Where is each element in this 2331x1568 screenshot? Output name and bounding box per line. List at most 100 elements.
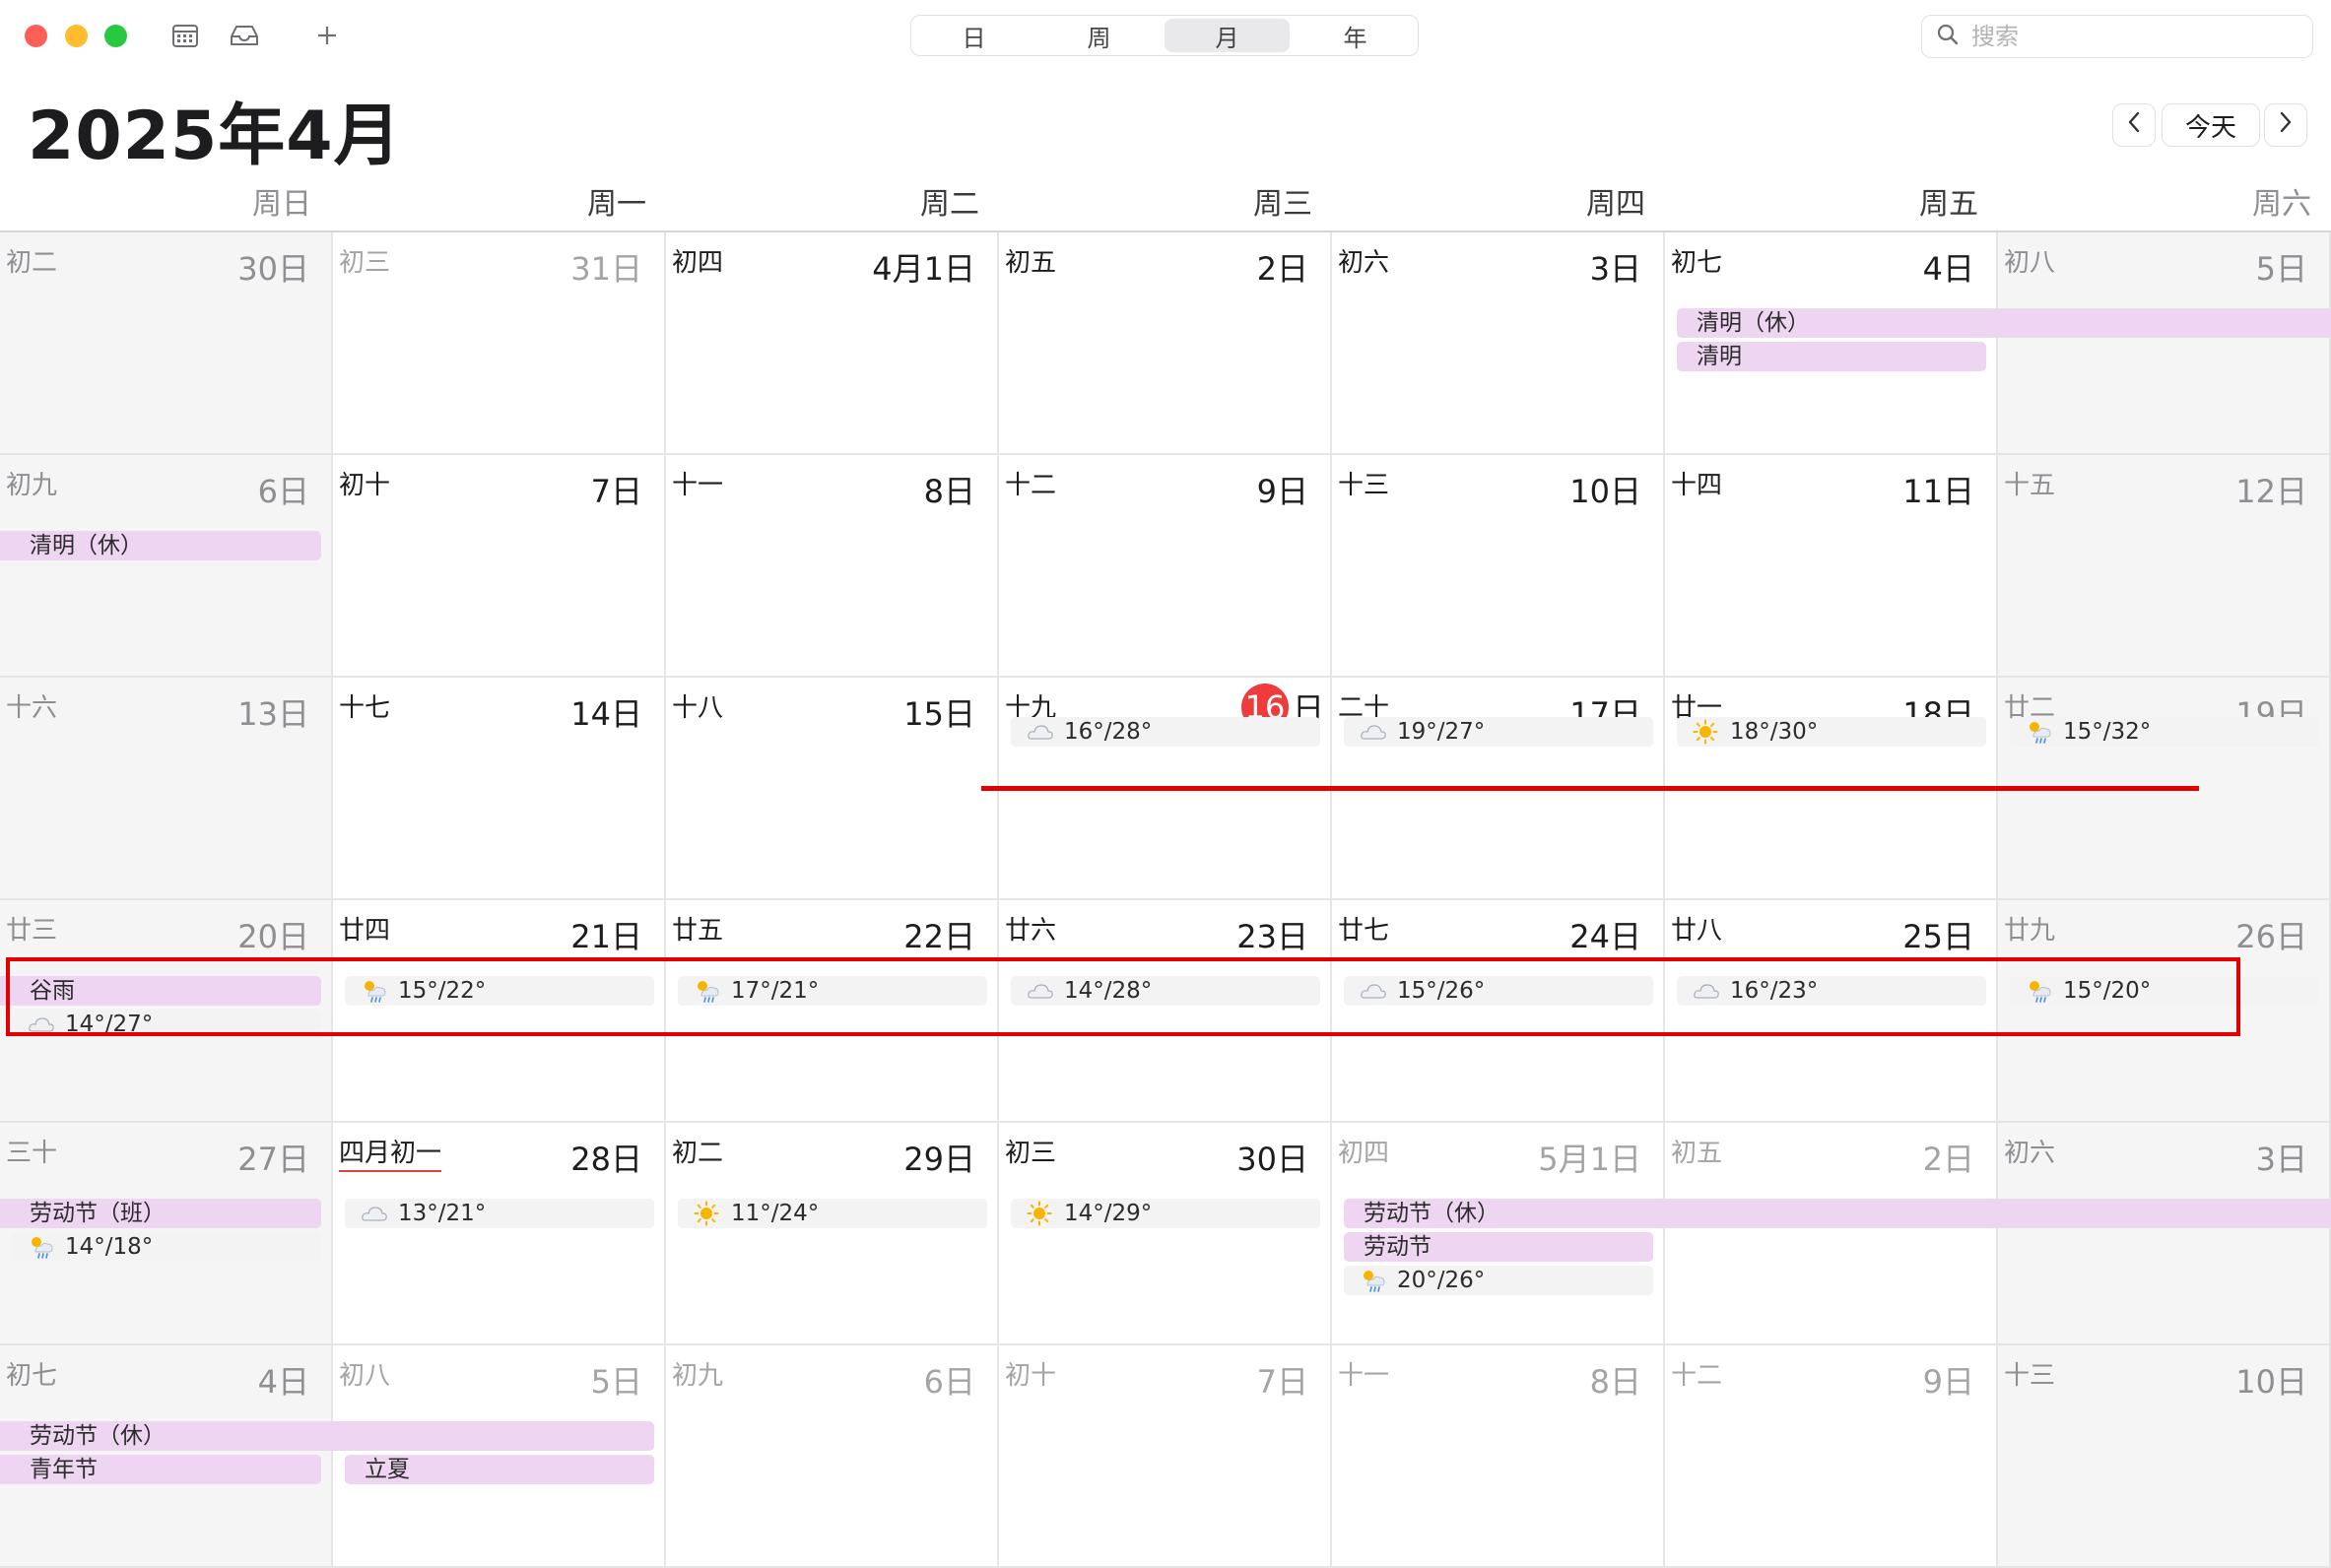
cloud-icon bbox=[1693, 980, 1720, 1002]
weather-forecast[interactable]: 19°/27° bbox=[1344, 717, 1653, 747]
search-box[interactable] bbox=[1921, 15, 2313, 58]
weather-forecast[interactable]: 16°/28° bbox=[1011, 717, 1320, 747]
weather-forecast[interactable]: 17°/21° bbox=[678, 976, 987, 1006]
day-cell[interactable]: 初三 30日 bbox=[999, 1123, 1332, 1345]
day-cell[interactable]: 廿八 25日 bbox=[1665, 900, 1998, 1123]
day-cell[interactable]: 十五 12日 bbox=[1998, 455, 2331, 678]
day-cell[interactable]: 初六 3日 bbox=[1332, 232, 1665, 455]
day-cell[interactable]: 十六 13日 bbox=[0, 678, 333, 900]
lunar-date: 十八 bbox=[672, 693, 724, 723]
view-week-button[interactable]: 周 bbox=[1087, 24, 1111, 52]
lunar-date: 廿九 bbox=[2004, 916, 2056, 946]
weekday-label: 周一 bbox=[587, 187, 646, 222]
weather-forecast[interactable]: 20°/26° bbox=[1344, 1266, 1653, 1295]
day-cell[interactable]: 初十 7日 bbox=[333, 455, 666, 678]
day-cell[interactable]: 初五 2日 bbox=[1665, 1123, 1998, 1345]
day-cell[interactable]: 廿九 26日 bbox=[1998, 900, 2331, 1123]
weather-forecast[interactable]: 15°/26° bbox=[1344, 976, 1653, 1006]
weather-forecast[interactable]: 16°/23° bbox=[1677, 976, 1986, 1006]
inbox-icon[interactable] bbox=[225, 16, 264, 55]
day-cell[interactable]: 十二 9日 bbox=[999, 455, 1332, 678]
temperature-range: 17°/21° bbox=[731, 978, 820, 1004]
day-number: 10日 bbox=[1569, 473, 1641, 510]
day-cell[interactable]: 十三 10日 bbox=[1998, 1345, 2331, 1568]
temperature-range: 18°/30° bbox=[1730, 719, 1819, 745]
calendar-event[interactable]: 劳动节 bbox=[1344, 1232, 1653, 1262]
weather-forecast[interactable]: 13°/21° bbox=[345, 1199, 654, 1228]
day-cell[interactable]: 初八 5日 bbox=[1998, 232, 2331, 455]
lunar-date: 初七 bbox=[6, 1361, 58, 1391]
day-cell[interactable]: 十二 9日 bbox=[1665, 1345, 1998, 1568]
day-cell[interactable]: 初二 29日 bbox=[666, 1123, 999, 1345]
weekday-label: 周二 bbox=[920, 187, 979, 222]
calendar-list-icon[interactable] bbox=[166, 16, 205, 55]
day-cell[interactable]: 初四 5月1日 bbox=[1332, 1123, 1665, 1345]
search-input[interactable] bbox=[1969, 22, 2269, 51]
weather-forecast[interactable]: 15°/32° bbox=[2010, 717, 2319, 747]
day-cell[interactable]: 四月初一 28日 bbox=[333, 1123, 666, 1345]
add-event-icon[interactable] bbox=[307, 16, 347, 55]
lunar-date: 初九 bbox=[672, 1361, 724, 1391]
calendar-event[interactable]: 立夏 bbox=[345, 1455, 654, 1484]
calendar-event[interactable]: 劳动节（休） bbox=[0, 1421, 654, 1451]
cloud-icon bbox=[361, 1203, 388, 1224]
lunar-date: 初四 bbox=[1338, 1139, 1390, 1168]
weather-forecast[interactable]: 14°/28° bbox=[1011, 976, 1320, 1006]
calendar-event[interactable]: 清明 bbox=[1677, 342, 1986, 371]
weather-forecast[interactable]: 15°/22° bbox=[345, 976, 654, 1006]
calendar-event[interactable]: 清明（休） bbox=[0, 531, 321, 560]
calendar-event[interactable]: 劳动节（休） bbox=[1344, 1199, 2331, 1228]
calendar-event[interactable]: 劳动节（班） bbox=[0, 1199, 321, 1228]
day-cell[interactable]: 初九 6日 bbox=[666, 1345, 999, 1568]
lunar-date: 十一 bbox=[1338, 1361, 1390, 1391]
day-number: 4月1日 bbox=[872, 250, 975, 288]
day-cell[interactable]: 初四 4月1日 bbox=[666, 232, 999, 455]
day-number: 26日 bbox=[2235, 918, 2307, 955]
day-cell[interactable]: 初九 6日 bbox=[0, 455, 333, 678]
day-cell[interactable]: 十八 15日 bbox=[666, 678, 999, 900]
day-cell[interactable]: 廿四 21日 bbox=[333, 900, 666, 1123]
view-day-button[interactable]: 日 bbox=[962, 24, 986, 52]
chevron-right-icon bbox=[2279, 110, 2293, 140]
day-cell[interactable]: 十一 8日 bbox=[1332, 1345, 1665, 1568]
weather-forecast[interactable]: 14°/29° bbox=[1011, 1199, 1320, 1228]
calendar-event[interactable]: 谷雨 bbox=[0, 976, 321, 1006]
sun-rain-icon bbox=[2026, 721, 2053, 744]
weather-forecast[interactable]: 15°/20° bbox=[2010, 976, 2319, 1006]
calendar-event[interactable]: 青年节 bbox=[0, 1455, 321, 1484]
day-cell[interactable]: 十三 10日 bbox=[1332, 455, 1665, 678]
day-number: 31日 bbox=[570, 250, 642, 288]
zoom-window-button[interactable] bbox=[104, 25, 127, 47]
view-year-button[interactable]: 年 bbox=[1343, 24, 1367, 52]
lunar-date: 初六 bbox=[2004, 1139, 2056, 1168]
day-number: 9日 bbox=[1922, 1363, 1974, 1401]
minimize-window-button[interactable] bbox=[65, 25, 88, 47]
day-number: 5日 bbox=[2255, 250, 2307, 288]
day-cell[interactable]: 廿七 24日 bbox=[1332, 900, 1665, 1123]
day-cell[interactable]: 初七 4日 bbox=[1665, 232, 1998, 455]
day-cell[interactable]: 廿五 22日 bbox=[666, 900, 999, 1123]
day-cell[interactable]: 廿六 23日 bbox=[999, 900, 1332, 1123]
day-cell[interactable]: 初五 2日 bbox=[999, 232, 1332, 455]
day-cell[interactable]: 初三 31日 bbox=[333, 232, 666, 455]
day-cell[interactable]: 十七 14日 bbox=[333, 678, 666, 900]
day-cell[interactable]: 初十 7日 bbox=[999, 1345, 1332, 1568]
calendar-event[interactable]: 清明（休） bbox=[1677, 308, 2331, 338]
day-number: 25日 bbox=[1902, 918, 1974, 955]
today-button[interactable]: 今天 bbox=[2162, 103, 2260, 147]
day-cell[interactable]: 初二 30日 bbox=[0, 232, 333, 455]
weather-forecast[interactable]: 11°/24° bbox=[678, 1199, 987, 1228]
weather-forecast[interactable]: 14°/18° bbox=[12, 1232, 321, 1262]
day-number: 6日 bbox=[923, 1363, 975, 1401]
sun-rain-icon bbox=[694, 980, 721, 1003]
next-month-button[interactable] bbox=[2264, 103, 2307, 147]
day-cell[interactable]: 初六 3日 bbox=[1998, 1123, 2331, 1345]
weather-forecast[interactable]: 18°/30° bbox=[1677, 717, 1986, 747]
cloud-icon bbox=[1027, 721, 1054, 743]
day-cell[interactable]: 十一 8日 bbox=[666, 455, 999, 678]
lunar-date: 初三 bbox=[339, 248, 391, 278]
view-month-button[interactable]: 月 bbox=[1165, 19, 1290, 52]
close-window-button[interactable] bbox=[25, 25, 47, 47]
previous-month-button[interactable] bbox=[2112, 103, 2156, 147]
day-cell[interactable]: 十四 11日 bbox=[1665, 455, 1998, 678]
